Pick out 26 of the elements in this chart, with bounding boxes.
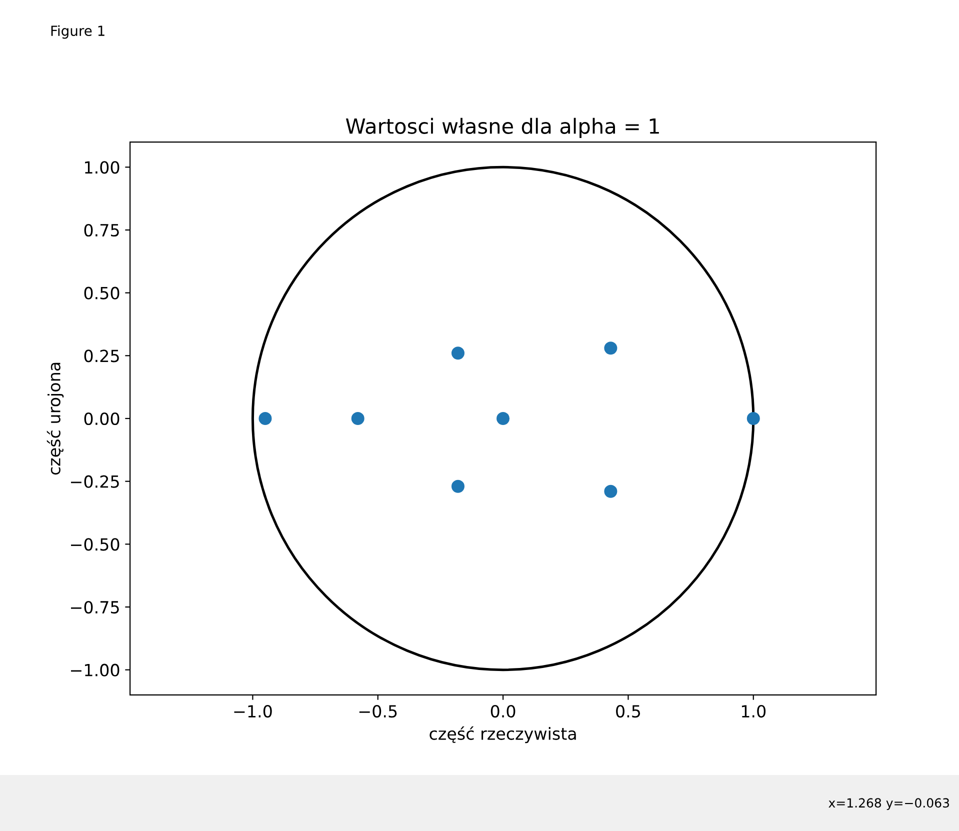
caption: Figure 1 [51, 25, 104, 39]
point [351, 412, 364, 425]
y-tick-label: 0.25 [84, 350, 119, 362]
point [746, 412, 760, 425]
point [604, 342, 618, 355]
y-tick-label: 0.00 [84, 412, 120, 426]
point [258, 412, 272, 425]
y-tick-label: 0.50 [84, 286, 120, 300]
y-tick-label: 1.00 [85, 161, 120, 174]
point [604, 484, 618, 498]
point [451, 346, 464, 360]
x-axis-title: część rzeczywista [430, 726, 576, 744]
point [451, 480, 464, 493]
x-tick-label: 0.0 [490, 704, 516, 718]
x-tick-label: −0.5 [359, 704, 397, 718]
chart-title: Wartosci własne dla alpha = 1 [346, 118, 659, 138]
x-tick-label: 0.5 [616, 704, 640, 718]
text: x=1.268 y=−0.063 [828, 798, 949, 810]
y-tick-label: −0.25 [71, 475, 119, 488]
y-tick-label: 0.75 [84, 224, 119, 237]
y-tick-label: −0.75 [71, 600, 119, 614]
x-tick-label: 1.0 [742, 704, 766, 718]
y-tick-label: −0.50 [71, 538, 120, 551]
y-tick-label: −1.00 [71, 664, 120, 676]
y-axis-title: część urojona [46, 362, 64, 475]
x-tick-label: −1.0 [234, 704, 272, 718]
